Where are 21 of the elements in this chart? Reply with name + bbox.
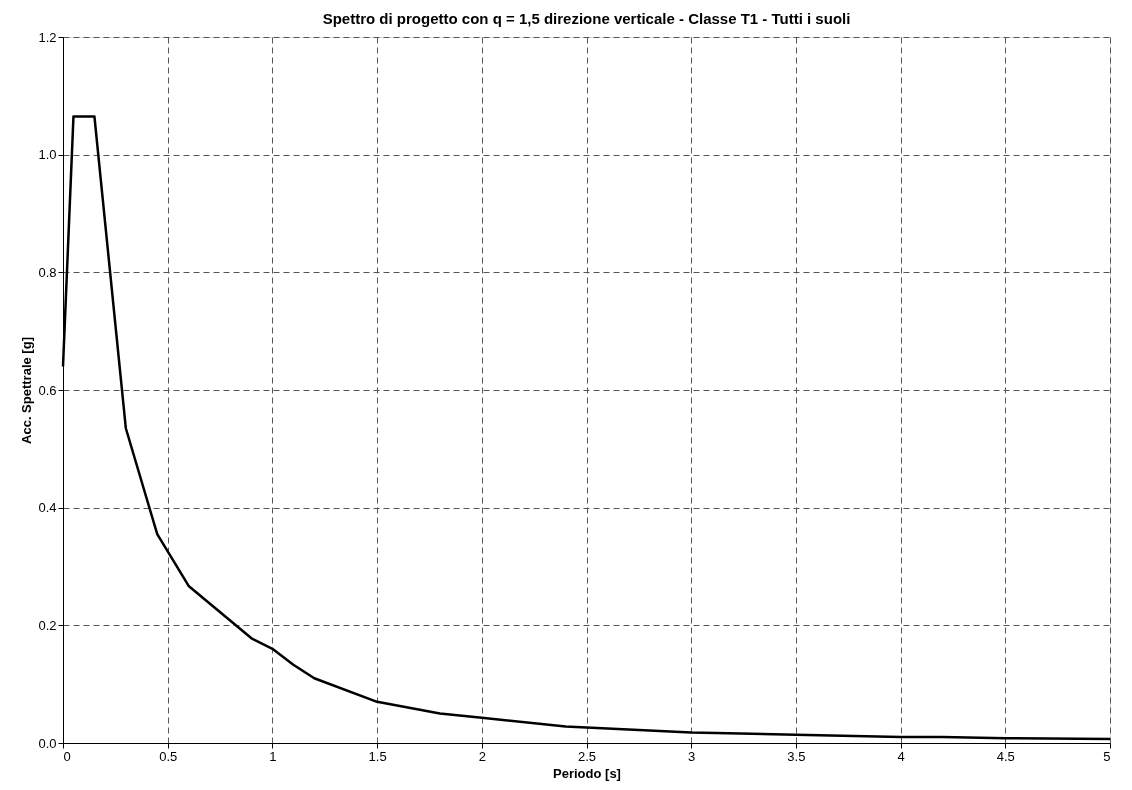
- x-tick-label: 3: [688, 748, 696, 764]
- y-tick-label: 1.0: [38, 147, 57, 163]
- y-tick-label: 0.8: [38, 264, 57, 280]
- chart-title: Spettro di progetto con q = 1,5 direzione verticale - Classe T1 - Tutti i suoli: [322, 10, 851, 27]
- x-tick-label: 2.5: [577, 748, 597, 764]
- x-tick-label: 5: [1103, 748, 1111, 764]
- x-tick-label: 4: [897, 748, 905, 764]
- y-tick-label: 0.0: [38, 735, 57, 751]
- x-tick-label: 4.5: [996, 748, 1015, 764]
- x-tick-label: 3.5: [787, 748, 806, 764]
- y-axis-title: Acc. Spettrale [g]: [19, 337, 35, 444]
- x-tick-label: 0: [63, 748, 71, 764]
- y-tick-label: 0.2: [38, 617, 57, 633]
- x-tick-label: 0.5: [159, 748, 178, 764]
- y-tick-label: 1.2: [38, 29, 57, 45]
- y-tick-label: 0.4: [38, 500, 57, 516]
- y-tick-label: 0.6: [38, 382, 57, 398]
- x-tick-label: 1.5: [368, 748, 387, 764]
- x-tick-label: 1: [269, 748, 277, 764]
- x-axis-title: Periodo [s]: [553, 765, 621, 781]
- x-tick-label: 2: [478, 748, 486, 764]
